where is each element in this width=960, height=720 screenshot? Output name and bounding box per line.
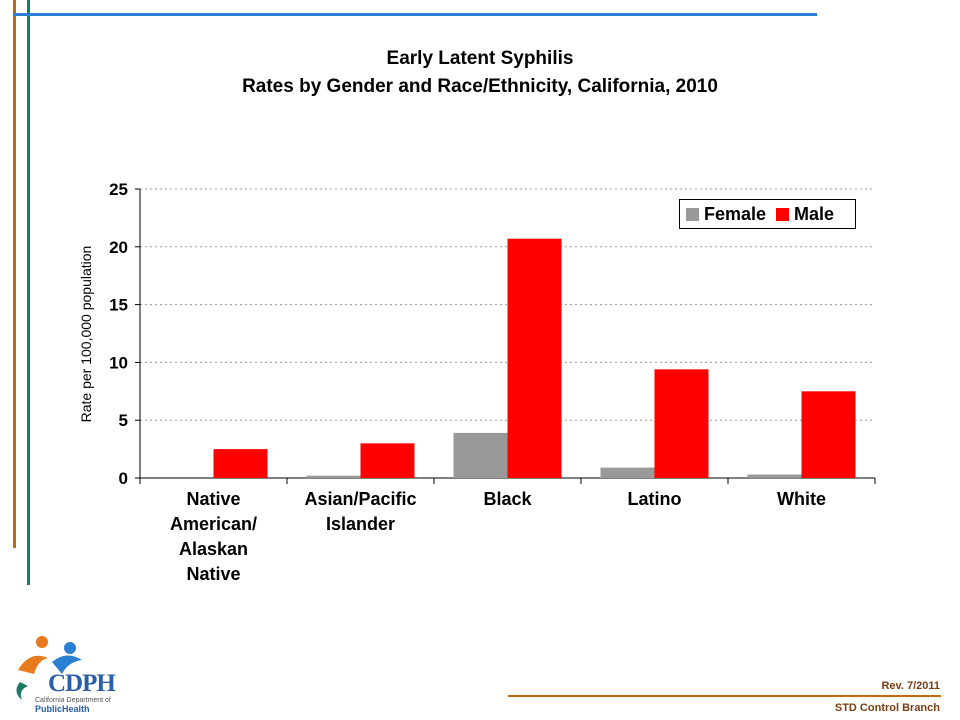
bar-male <box>213 449 268 478</box>
top-accent-line <box>13 13 817 16</box>
bottom-accent-line <box>508 695 941 697</box>
legend-item-male: Male <box>776 204 834 225</box>
bar-female <box>747 474 802 478</box>
x-tick-label: Black <box>483 489 532 509</box>
bar-male <box>507 238 562 478</box>
legend-swatch-male <box>776 207 790 221</box>
y-tick-label: 25 <box>109 180 128 199</box>
left-accent-line-orange <box>13 0 16 548</box>
y-axis-label: Rate per 100,000 population <box>78 245 94 423</box>
bar-male <box>360 443 415 478</box>
bar-female <box>600 467 655 478</box>
y-tick-label: 5 <box>119 411 128 430</box>
logo-subtext: California Department of <box>35 697 111 704</box>
revision-date: Rev. 7/2011 <box>881 680 940 692</box>
x-tick-label: Native American/ Alaskan Native <box>169 489 258 584</box>
left-accent-line-teal <box>27 0 30 585</box>
legend-label-male: Male <box>794 203 835 224</box>
logo-text: CDPH <box>48 670 116 697</box>
chart-title-line1: Early Latent Syphilis <box>386 48 574 69</box>
bar-female <box>306 475 361 478</box>
y-tick-label: 10 <box>109 353 128 372</box>
chart-legend: Female Male <box>679 199 856 229</box>
legend-label-female: Female <box>704 203 767 224</box>
x-tick-label: Asian/Pacific Islander <box>304 489 417 534</box>
logo-public-health: PublicHealth <box>35 704 90 714</box>
chart-title-line2: Rates by Gender and Race/Ethnicity, Cali… <box>242 76 718 97</box>
bar-male <box>654 369 709 478</box>
bar-female <box>453 432 508 478</box>
x-tick-label: White <box>777 489 826 509</box>
cdph-logo-icon <box>16 636 82 700</box>
legend-item-female: Female <box>686 204 766 225</box>
branch-name: STD Control Branch <box>834 702 940 714</box>
bar-male <box>801 391 856 478</box>
x-tick-label: Latino <box>627 489 682 509</box>
y-tick-label: 15 <box>109 296 128 315</box>
y-tick-label: 20 <box>109 238 128 257</box>
y-tick-label: 0 <box>119 469 128 488</box>
legend-swatch-female <box>686 207 699 221</box>
